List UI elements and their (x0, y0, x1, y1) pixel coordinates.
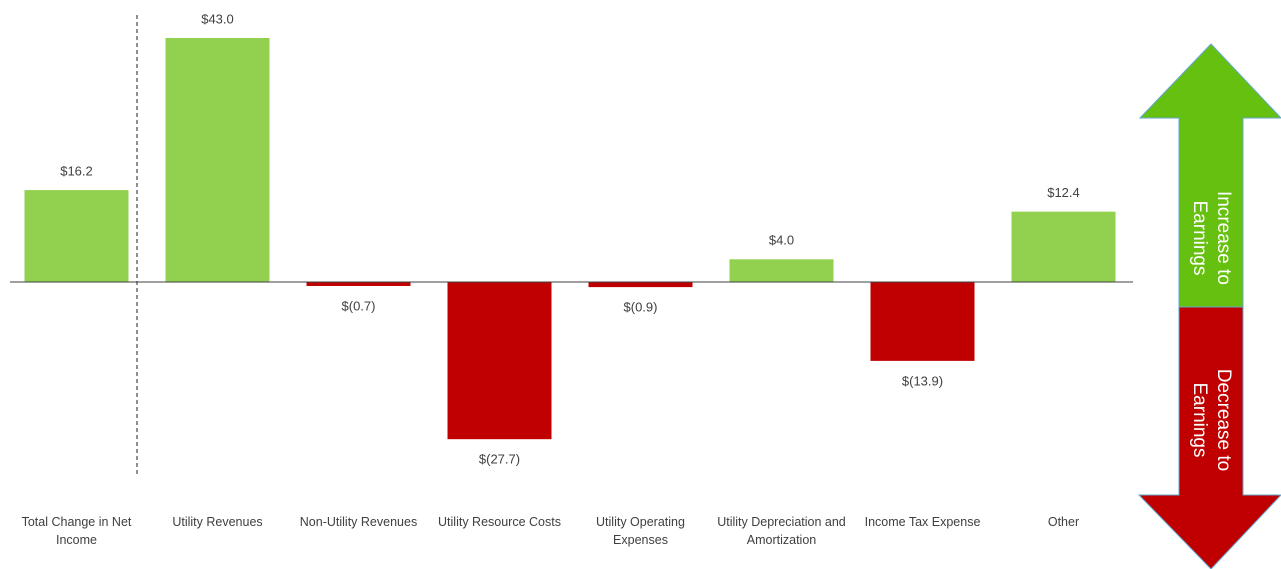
decrease-arrow (1137, 306, 1281, 569)
arrow-label: Increase to (1213, 191, 1234, 285)
value-label: $12.4 (1047, 185, 1080, 200)
arrow-label: Decrease to (1213, 369, 1234, 471)
value-label: $(27.7) (479, 452, 520, 467)
value-label: $(13.9) (902, 373, 943, 388)
category-label: Other (1047, 515, 1080, 529)
bar (165, 38, 270, 282)
arrow-label: Earnings (1189, 201, 1210, 276)
bar (1011, 211, 1116, 282)
bar (447, 282, 552, 440)
value-label: $43.0 (201, 11, 234, 26)
arrow-label: Earnings (1189, 383, 1210, 458)
value-label: $16.2 (60, 164, 93, 179)
bar (588, 282, 693, 288)
bar (729, 259, 834, 282)
bar (306, 282, 411, 286)
bar (870, 282, 975, 361)
value-label: $4.0 (769, 233, 794, 248)
value-label: $(0.9) (624, 300, 658, 315)
category-label: Utility Operating Expenses (596, 515, 685, 547)
category-label: Utility Depreciation and Amortization (717, 515, 846, 547)
category-label: Utility Revenues (172, 515, 263, 529)
category-label: Income Tax Expense (864, 515, 981, 529)
category-label: Utility Resource Costs (438, 515, 561, 529)
category-label: Non-Utility Revenues (299, 515, 418, 529)
value-label: $(0.7) (342, 298, 376, 313)
category-label: Total Change in Net Income (21, 515, 132, 547)
bar (24, 190, 129, 282)
